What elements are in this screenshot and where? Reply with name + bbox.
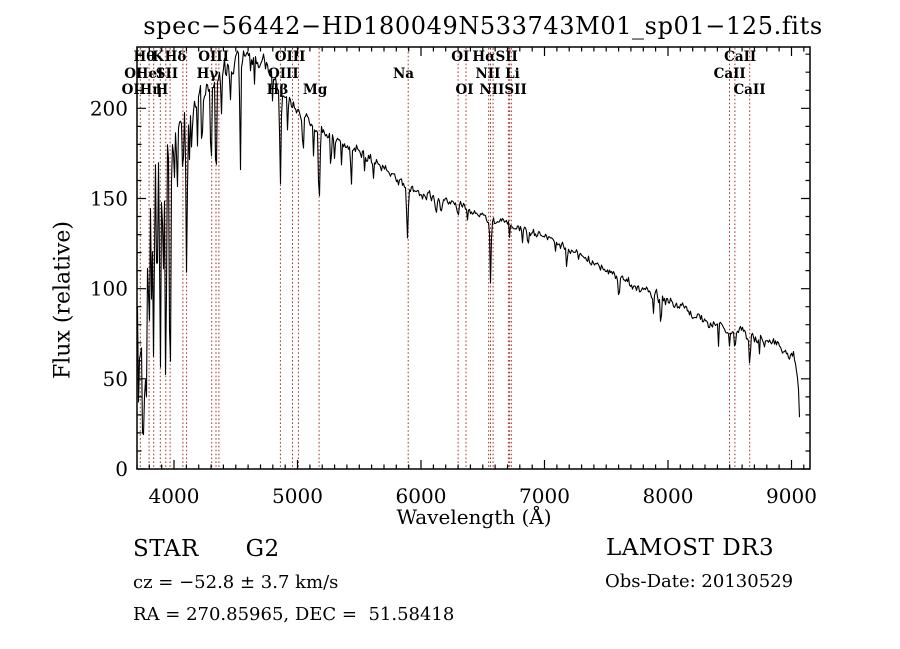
- spectral-line-label: Hη: [140, 82, 163, 98]
- spectral-line-label: Hδ: [165, 49, 187, 65]
- x-tick-label: 5000: [272, 484, 323, 508]
- y-tick-label: 200: [90, 96, 128, 120]
- y-tick-label: 0: [115, 457, 128, 481]
- cz-text: cz = −52.8 ± 3.7 km/s: [133, 572, 339, 593]
- spectral-line-label: SII: [156, 66, 178, 82]
- x-tick-label: 9000: [766, 484, 817, 508]
- x-tick-label: 4000: [149, 484, 200, 508]
- spectral-line-label: Hθ: [134, 49, 156, 65]
- spectral-line-label: OIII: [198, 49, 229, 65]
- spectral-line-label: Mg: [303, 82, 328, 98]
- spectral-line-label: H: [156, 82, 169, 98]
- spectral-line-label: Hγ: [197, 66, 219, 82]
- spectral-line-label: HeI: [136, 66, 164, 82]
- spectral-line-label: OIII: [275, 49, 306, 65]
- radec-text: RA = 270.85965, DEC = 51.58418: [133, 604, 455, 625]
- spectral-line-label: CaII: [724, 49, 756, 65]
- x-tick-label: 8000: [643, 484, 694, 508]
- survey-text: LAMOST DR3: [606, 535, 775, 561]
- spectral-line-label: OI: [455, 82, 473, 98]
- plot-frame: [136, 46, 811, 470]
- spectral-line-label: OI: [124, 66, 142, 82]
- y-axis-label: Flux (relative): [50, 220, 76, 380]
- plot-title: spec−56442−HD180049N533743M01_sp01−125.f…: [143, 12, 823, 40]
- axis-ticks: [136, 47, 810, 470]
- spectral-line-label: HαSII: [472, 49, 518, 65]
- obsdate-text: Obs-Date: 20130529: [605, 571, 794, 592]
- classification-text: STAR G2: [133, 536, 280, 562]
- spectral-line-label: K: [152, 49, 165, 65]
- spectral-line-label: CaII: [714, 66, 746, 82]
- y-tick-label: 100: [90, 277, 128, 301]
- spectral-line-label: Hβ: [267, 82, 289, 98]
- y-tick-label: 150: [90, 187, 128, 211]
- spectrum-trace: [136, 50, 801, 436]
- spectral-line-label: OIII: [268, 66, 299, 82]
- x-tick-label: 6000: [396, 484, 447, 508]
- spectral-line-label: OII: [122, 82, 146, 98]
- spectral-line-label: NIISII: [479, 82, 526, 98]
- y-tick-label: 50: [103, 367, 128, 391]
- x-tick-label: 7000: [519, 484, 570, 508]
- x-axis-label: Wavelength (Å): [396, 505, 552, 529]
- spectral-line-label: CaII: [733, 82, 765, 98]
- spectral-line-label: Na: [393, 66, 414, 82]
- spectral-line-label: OI: [451, 49, 469, 65]
- spectral-line-label: NII Li: [475, 66, 519, 82]
